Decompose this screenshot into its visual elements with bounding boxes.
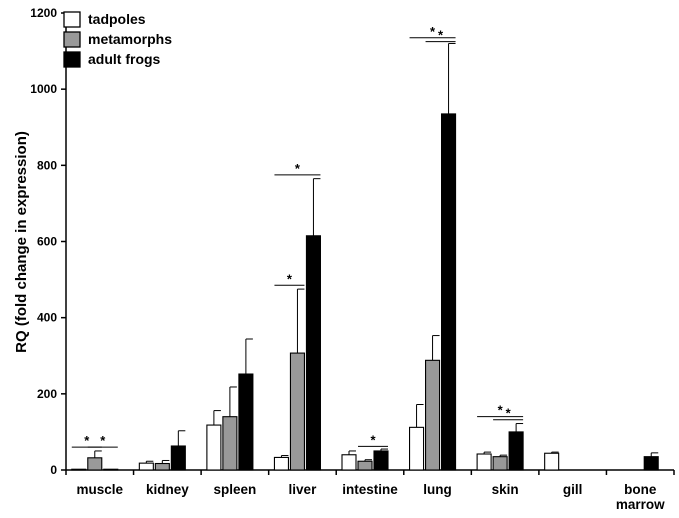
significance-star: * [506, 406, 512, 421]
legend-label-tadpoles: tadpoles [88, 11, 146, 27]
bar-adult-frogs-kidney [170, 445, 186, 471]
x-label-skin: skin [492, 482, 519, 497]
x-label-kidney: kidney [146, 482, 189, 497]
bar-metamorphs-kidney [154, 462, 170, 471]
legend-swatch-metamorphs [63, 31, 81, 48]
bar-metamorphs-lung [425, 359, 441, 471]
significance-star: * [498, 403, 504, 418]
bar-tadpoles-intestine [341, 454, 357, 471]
bar-tadpoles-gill [544, 452, 560, 471]
bar-tadpoles-kidney [138, 462, 154, 471]
y-tick-label: 600 [37, 235, 57, 249]
bar-metamorphs-skin [492, 456, 508, 471]
bar-metamorphs-liver [289, 352, 305, 471]
y-tick-label: 1200 [30, 6, 57, 20]
bar-metamorphs-spleen [222, 416, 238, 471]
bars [71, 113, 659, 471]
bar-metamorphs-intestine [357, 460, 373, 471]
bar-adult-frogs-spleen [238, 373, 254, 471]
bar-adult-frogs-liver [305, 235, 321, 471]
x-label-gill: gill [563, 482, 583, 497]
bar-metamorphs-muscle [87, 457, 103, 471]
significance-star: * [100, 433, 106, 448]
bar-adult-frogs-muscle [103, 468, 119, 471]
x-label-liver: liver [289, 482, 318, 497]
x-tick-labels: muscle kidney spleen liver intestine lung skin… [77, 482, 666, 512]
x-label-lung: lung [423, 482, 452, 497]
bar-tadpoles-liver [273, 456, 289, 471]
y-tick-label: 200 [37, 387, 57, 401]
legend-swatch-tadpoles [63, 11, 81, 28]
y-tick-label: 1000 [30, 82, 57, 96]
significance-star: * [84, 433, 90, 448]
bar-tadpoles-skin [476, 453, 492, 471]
y-axis-label: RQ (fold change in expression) [13, 131, 30, 353]
bar-adult-frogs-bone-marrow [643, 456, 659, 471]
bar-tadpoles-lung [409, 426, 425, 471]
error-bars [94, 42, 659, 464]
legend-label-adult-frogs: adult frogs [88, 51, 161, 67]
y-tick-label: 0 [50, 463, 57, 477]
x-label-bone-marrow: bone marrow [616, 482, 665, 512]
y-tick-label: 400 [37, 311, 57, 325]
bar-tadpoles-muscle [71, 468, 87, 471]
x-label-muscle: muscle [77, 482, 124, 497]
legend: tadpoles metamorphs adult frogs [63, 11, 172, 68]
bar-adult-frogs-intestine [373, 450, 389, 471]
bar-tadpoles-spleen [206, 424, 222, 471]
significance-star: * [287, 271, 293, 286]
legend-swatch-adult-frogs [63, 51, 81, 68]
significance-markers: * ******** [71, 24, 524, 448]
bar-adult-frogs-skin [508, 431, 524, 471]
bar-adult-frogs-lung [441, 113, 457, 471]
x-label-spleen: spleen [213, 482, 256, 497]
y-tick-label: 800 [37, 158, 57, 172]
significance-star: * [295, 161, 301, 176]
significance-star: * [438, 28, 444, 43]
legend-label-metamorphs: metamorphs [88, 31, 172, 47]
axes: 0 200 400 600 800 1000 1200 [30, 6, 675, 477]
x-label-intestine: intestine [342, 482, 398, 497]
significance-star: * [370, 432, 376, 447]
significance-star: * [430, 24, 436, 39]
